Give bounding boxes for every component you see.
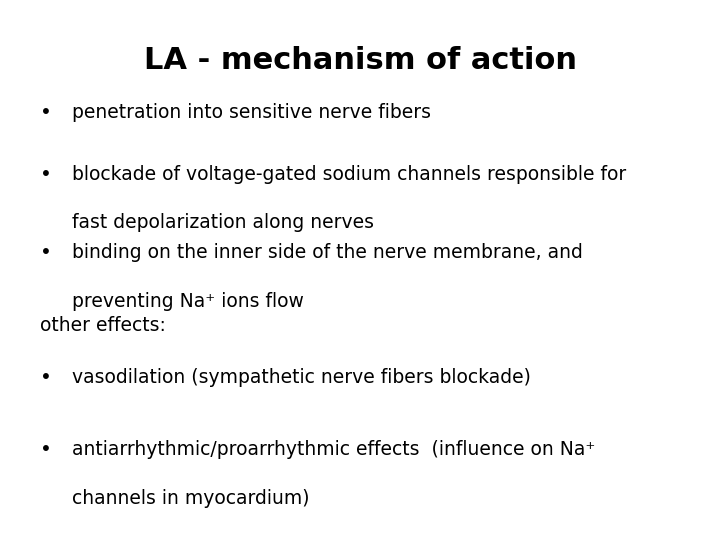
Text: •: • bbox=[40, 368, 51, 387]
Text: binding on the inner side of the nerve membrane, and: binding on the inner side of the nerve m… bbox=[72, 243, 583, 262]
Text: •: • bbox=[40, 440, 51, 459]
Text: fast depolarization along nerves: fast depolarization along nerves bbox=[72, 213, 374, 232]
Text: preventing Na⁺ ions flow: preventing Na⁺ ions flow bbox=[72, 292, 304, 310]
Text: blockade of voltage-gated sodium channels responsible for: blockade of voltage-gated sodium channel… bbox=[72, 165, 626, 184]
Text: channels in myocardium): channels in myocardium) bbox=[72, 489, 310, 508]
Text: LA - mechanism of action: LA - mechanism of action bbox=[143, 46, 577, 75]
Text: other effects:: other effects: bbox=[40, 316, 166, 335]
Text: vasodilation (sympathetic nerve fibers blockade): vasodilation (sympathetic nerve fibers b… bbox=[72, 368, 531, 387]
Text: penetration into sensitive nerve fibers: penetration into sensitive nerve fibers bbox=[72, 103, 431, 122]
Text: •: • bbox=[40, 165, 51, 184]
Text: antiarrhythmic/proarrhythmic effects  (influence on Na⁺: antiarrhythmic/proarrhythmic effects (in… bbox=[72, 440, 595, 459]
Text: •: • bbox=[40, 243, 51, 262]
Text: •: • bbox=[40, 103, 51, 122]
